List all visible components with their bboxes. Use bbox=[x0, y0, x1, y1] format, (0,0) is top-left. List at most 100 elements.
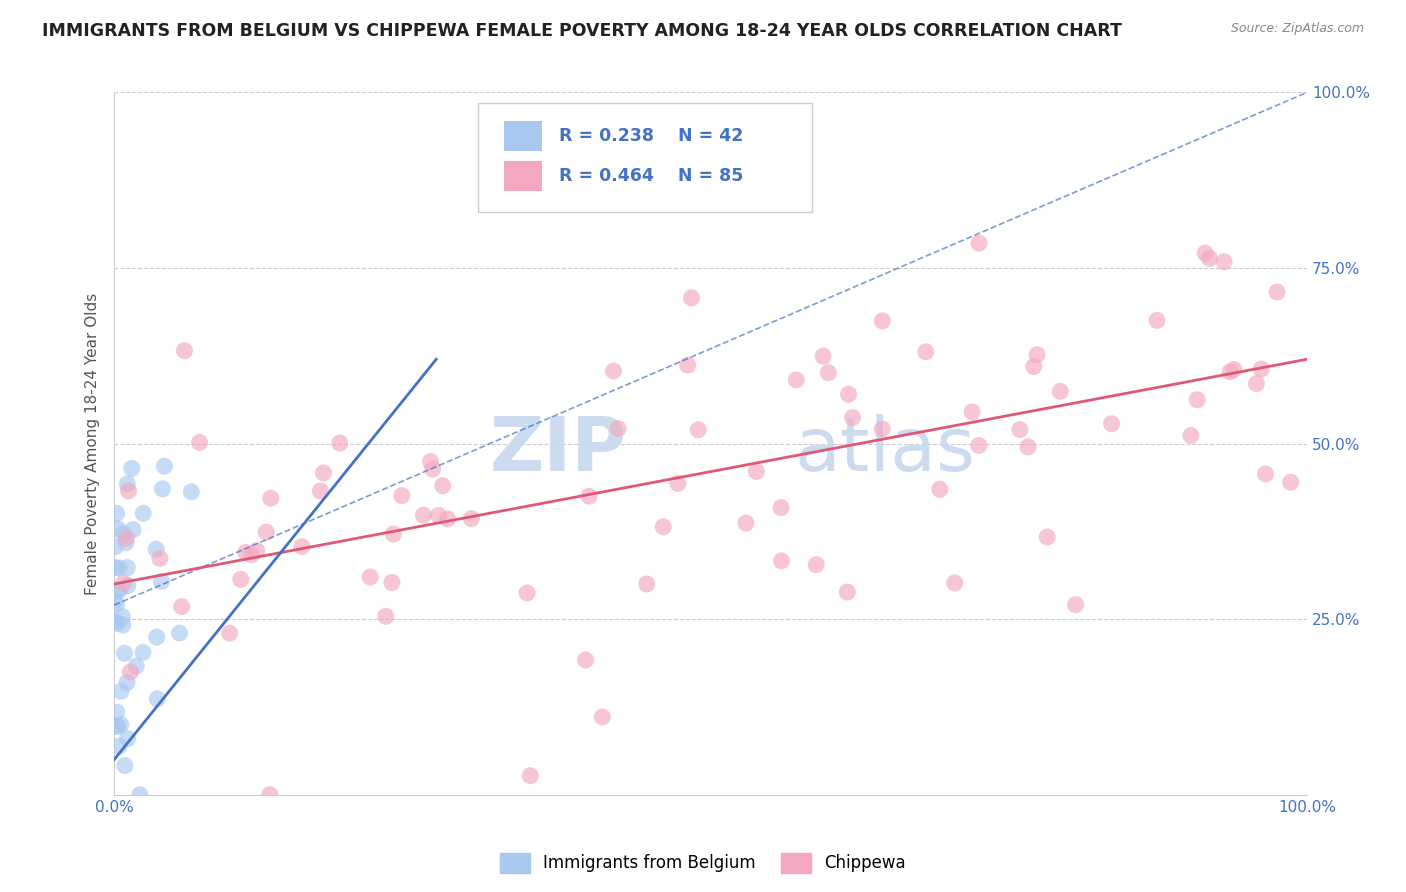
Point bbox=[1223, 362, 1246, 376]
Point bbox=[811, 349, 834, 363]
Legend: Immigrants from Belgium, Chippewa: Immigrants from Belgium, Chippewa bbox=[494, 847, 912, 880]
Point bbox=[114, 758, 136, 772]
Point bbox=[145, 630, 167, 644]
Point bbox=[1198, 252, 1220, 266]
Point bbox=[1036, 530, 1059, 544]
Point bbox=[1064, 598, 1087, 612]
Point bbox=[1049, 384, 1071, 399]
Point bbox=[785, 373, 807, 387]
Point bbox=[1180, 428, 1202, 442]
Point bbox=[235, 545, 257, 559]
Point bbox=[108, 739, 131, 753]
Point bbox=[312, 466, 335, 480]
Text: R = 0.464    N = 85: R = 0.464 N = 85 bbox=[560, 167, 744, 185]
Point bbox=[105, 583, 128, 598]
Point bbox=[1279, 475, 1302, 490]
Point bbox=[259, 788, 281, 802]
Point bbox=[574, 653, 596, 667]
Point bbox=[1213, 254, 1236, 268]
Point bbox=[591, 710, 613, 724]
Point bbox=[111, 609, 134, 624]
Point bbox=[359, 570, 381, 584]
Point bbox=[117, 578, 139, 592]
Point bbox=[105, 507, 128, 521]
Point bbox=[1246, 376, 1268, 391]
Text: atlas: atlas bbox=[794, 414, 976, 487]
Point bbox=[817, 366, 839, 380]
Point bbox=[117, 476, 139, 491]
Point bbox=[110, 717, 132, 731]
Point bbox=[770, 554, 793, 568]
Point bbox=[246, 543, 269, 558]
Point bbox=[104, 540, 127, 554]
Point bbox=[607, 422, 630, 436]
Point bbox=[432, 479, 454, 493]
Point bbox=[104, 560, 127, 574]
Point bbox=[1250, 362, 1272, 376]
Point bbox=[149, 551, 172, 566]
Point bbox=[229, 573, 252, 587]
Point bbox=[838, 387, 860, 401]
FancyBboxPatch shape bbox=[478, 103, 813, 211]
Point bbox=[125, 659, 148, 673]
Point bbox=[105, 719, 128, 733]
Point bbox=[419, 454, 441, 468]
Point bbox=[218, 626, 240, 640]
Point bbox=[114, 535, 136, 549]
Point bbox=[769, 500, 792, 515]
Point bbox=[841, 410, 863, 425]
Point bbox=[1026, 348, 1049, 362]
Point bbox=[578, 489, 600, 503]
Point bbox=[652, 520, 675, 534]
Point bbox=[105, 706, 128, 720]
Point bbox=[105, 616, 128, 631]
Point bbox=[1017, 440, 1039, 454]
Point bbox=[132, 506, 155, 520]
Bar bbox=[505, 121, 543, 151]
Point bbox=[112, 526, 135, 541]
Point bbox=[146, 691, 169, 706]
Point bbox=[188, 435, 211, 450]
Point bbox=[960, 405, 983, 419]
Point bbox=[110, 684, 132, 698]
Point bbox=[382, 527, 405, 541]
Point bbox=[145, 542, 167, 557]
Point bbox=[391, 489, 413, 503]
Point bbox=[105, 720, 128, 734]
Point bbox=[460, 511, 482, 525]
Y-axis label: Female Poverty Among 18-24 Year Olds: Female Poverty Among 18-24 Year Olds bbox=[86, 293, 100, 595]
Point bbox=[967, 438, 990, 452]
Point bbox=[374, 609, 396, 624]
Point bbox=[1146, 313, 1168, 327]
Point bbox=[1022, 359, 1045, 374]
Point bbox=[112, 576, 135, 591]
Point bbox=[1194, 246, 1216, 260]
Point bbox=[804, 558, 827, 572]
Point bbox=[381, 575, 404, 590]
Point bbox=[117, 483, 139, 498]
Point bbox=[240, 548, 263, 562]
Text: ZIP: ZIP bbox=[489, 414, 627, 487]
Point bbox=[516, 586, 538, 600]
Point bbox=[291, 540, 314, 554]
Point bbox=[676, 358, 699, 372]
Point bbox=[688, 423, 710, 437]
Point bbox=[636, 577, 658, 591]
Point bbox=[150, 574, 173, 589]
Point bbox=[260, 491, 283, 506]
Point bbox=[1008, 423, 1031, 437]
Point bbox=[105, 597, 128, 611]
Point bbox=[837, 585, 859, 599]
Point bbox=[1219, 365, 1241, 379]
Text: Source: ZipAtlas.com: Source: ZipAtlas.com bbox=[1230, 22, 1364, 36]
Point bbox=[128, 788, 150, 802]
Point bbox=[1185, 392, 1208, 407]
Point bbox=[914, 344, 936, 359]
Point bbox=[103, 594, 125, 608]
Point bbox=[169, 626, 191, 640]
Point bbox=[173, 343, 195, 358]
Point bbox=[115, 675, 138, 690]
Point bbox=[117, 731, 139, 746]
Point bbox=[107, 522, 129, 536]
Point bbox=[412, 508, 434, 523]
